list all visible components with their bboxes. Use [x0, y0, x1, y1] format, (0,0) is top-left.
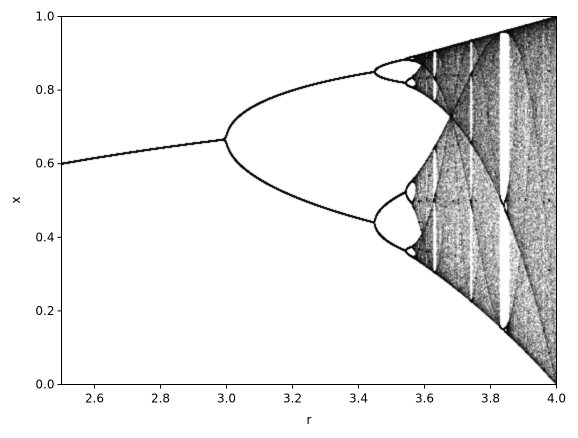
x-axis-label: r: [307, 413, 312, 427]
y-tick-label: 0.6: [35, 157, 54, 171]
y-tick-label: 0.0: [35, 378, 54, 392]
x-tick-label: 3.0: [217, 392, 236, 406]
y-tick-label: 1.0: [35, 10, 54, 24]
x-tick-label: 2.6: [85, 392, 104, 406]
x-axis-ticks: 2.6 2.8 3.0 3.2 3.4 3.6 3.8 4.0: [85, 384, 566, 406]
x-tick-label: 3.8: [481, 392, 500, 406]
y-axis-ticks: 0.0 0.2 0.4 0.6 0.8 1.0: [35, 10, 62, 392]
y-axis-label: x: [9, 196, 23, 203]
x-tick-label: 3.2: [283, 392, 302, 406]
x-tick-label: 4.0: [547, 392, 566, 406]
x-tick-label: 3.6: [415, 392, 434, 406]
x-tick-label: 2.8: [151, 392, 170, 406]
x-tick-label: 3.4: [349, 392, 368, 406]
y-tick-label: 0.2: [35, 304, 54, 318]
bifurcation-points: [61, 16, 557, 385]
y-tick-label: 0.8: [35, 83, 54, 97]
y-tick-label: 0.4: [35, 230, 54, 244]
